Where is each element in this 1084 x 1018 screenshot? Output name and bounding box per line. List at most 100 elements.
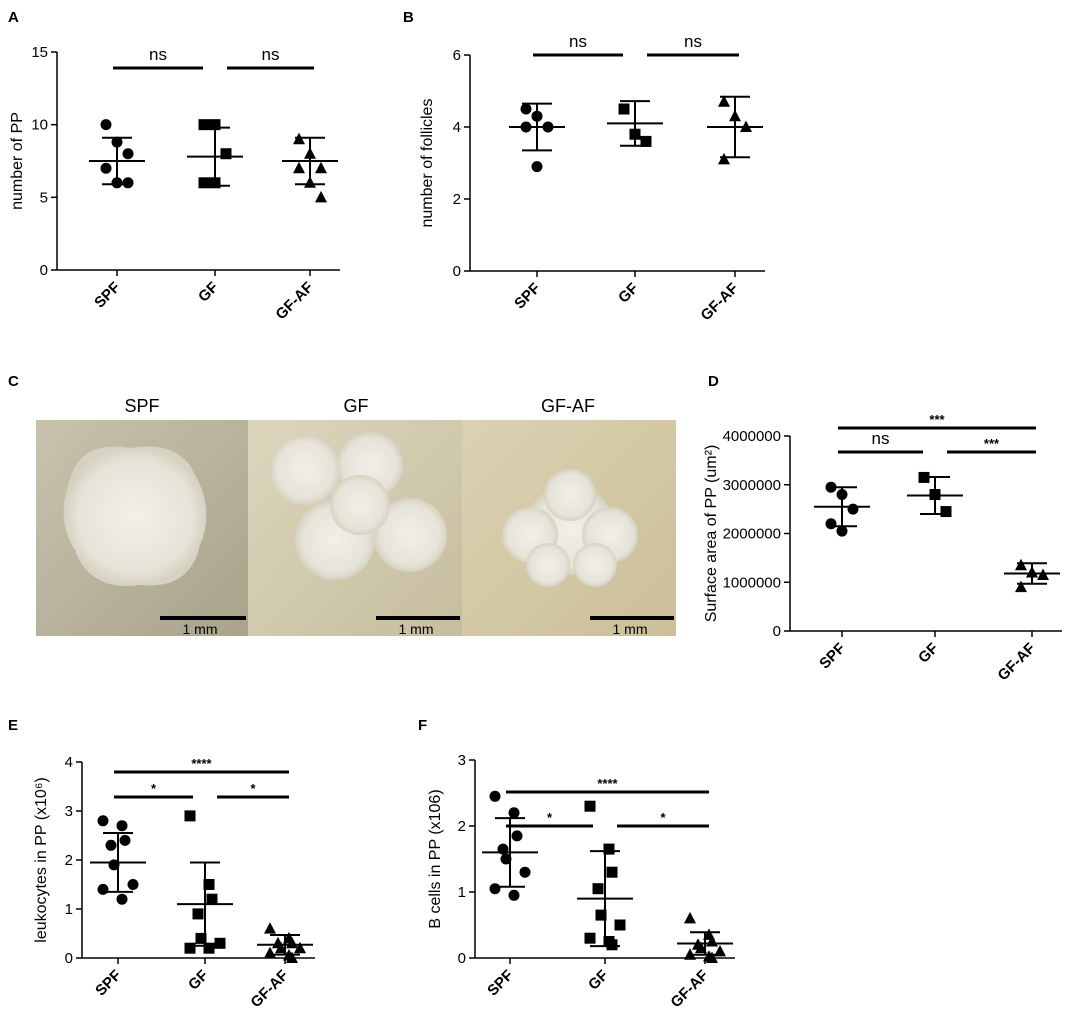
scale-label: 1 mm	[399, 621, 434, 637]
x-tick-label: GF-AF	[247, 967, 291, 1011]
significance-label: ns	[684, 32, 702, 51]
scale-bar	[160, 616, 246, 620]
data-point	[606, 939, 618, 951]
data-point	[203, 879, 215, 890]
y-tick-label: 4	[65, 754, 73, 771]
significance-label: ****	[597, 776, 618, 791]
y-tick-label: 6	[453, 47, 461, 64]
data-point	[264, 946, 276, 959]
chart: E 0 1 2 3 4 leukocytes in PP (x10⁶) SPF GF GF-AF *…	[8, 717, 315, 1011]
y-tick-label: 0	[65, 950, 73, 967]
significance-label: *	[660, 810, 666, 825]
significance-label: ns	[262, 45, 280, 64]
y-tick-label: 0	[458, 950, 466, 967]
data-point	[584, 800, 596, 812]
scale-label: 1 mm	[613, 621, 648, 637]
panel-letter: D	[708, 373, 719, 390]
y-tick-label: 1	[458, 884, 466, 901]
data-point	[640, 135, 652, 147]
data-point	[220, 148, 232, 160]
chart: B 0 2 4 6 number of follicles SPF GF GF-AF ns ns	[403, 9, 765, 324]
data-point	[592, 883, 604, 895]
data-point	[847, 503, 859, 515]
data-point	[97, 883, 109, 895]
chart: A 0 5 10 15 number of PP SPF GF GF-AF ns ns	[8, 9, 340, 323]
data-point	[1015, 580, 1027, 593]
y-tick-label: 2000000	[723, 526, 781, 543]
photo-label: GF	[344, 396, 369, 416]
scale-bar	[590, 616, 674, 620]
data-point	[184, 810, 196, 822]
panel-letter: A	[8, 9, 19, 26]
significance-label: ns	[149, 45, 167, 64]
x-tick-label: GF-AF	[667, 967, 711, 1011]
significance-label: ****	[191, 756, 212, 771]
significance-label: *	[250, 781, 256, 796]
x-tick-label: GF	[615, 280, 642, 307]
data-point	[184, 942, 196, 954]
y-tick-label: 3	[65, 803, 73, 820]
patch	[502, 469, 638, 587]
data-point	[714, 944, 726, 957]
data-point	[489, 790, 501, 802]
data-point	[214, 937, 226, 949]
significance-label: ***	[984, 436, 1000, 451]
data-point	[264, 922, 276, 934]
y-tick-label: 2	[458, 818, 466, 835]
y-axis-label: B cells in PP (x106)	[427, 789, 444, 928]
data-point	[100, 162, 112, 174]
x-tick-label: GF-AF	[697, 280, 741, 324]
data-point	[315, 161, 327, 174]
data-point	[718, 152, 730, 165]
y-tick-label: 1000000	[723, 574, 781, 591]
data-point	[286, 951, 298, 963]
y-tick-label: 5	[40, 189, 48, 206]
y-tick-label: 0	[773, 623, 781, 640]
data-point	[595, 909, 607, 921]
significance-label: ns	[872, 429, 890, 448]
data-point	[203, 942, 215, 954]
data-point	[603, 843, 615, 855]
photo-panel: C 1 mm 1 mm 1 mm SPF GF GF-AF	[8, 373, 676, 637]
data-point	[825, 518, 837, 530]
x-tick-label: SPF	[816, 640, 849, 673]
data-point	[489, 883, 501, 895]
data-point	[508, 807, 520, 819]
data-point	[116, 820, 128, 832]
y-axis-label: number of PP	[9, 112, 26, 210]
significance-label: *	[547, 810, 553, 825]
data-point	[209, 119, 221, 131]
data-point	[508, 889, 520, 901]
y-tick-label: 4000000	[723, 428, 781, 445]
y-tick-label: 3	[458, 752, 466, 769]
x-tick-label: GF-AF	[994, 640, 1038, 684]
x-tick-label: GF	[195, 279, 222, 306]
data-point	[116, 893, 128, 905]
data-point	[122, 148, 134, 160]
x-tick-label: SPF	[511, 280, 544, 313]
data-point	[192, 908, 204, 920]
significance-label: ***	[929, 412, 945, 427]
x-tick-label: GF	[585, 967, 612, 994]
x-tick-label: SPF	[484, 967, 517, 1000]
y-tick-label: 0	[40, 262, 48, 279]
panel-letter: E	[8, 717, 18, 734]
scale-bar	[376, 616, 460, 620]
data-point	[500, 853, 512, 865]
y-tick-label: 2	[65, 852, 73, 869]
y-tick-label: 15	[31, 44, 48, 61]
data-point	[606, 866, 618, 878]
y-tick-label: 10	[31, 117, 48, 134]
data-point	[195, 932, 207, 944]
data-point	[520, 103, 532, 115]
significance-label: *	[151, 781, 157, 796]
data-point	[294, 941, 306, 954]
data-point	[706, 951, 718, 963]
data-point	[127, 879, 139, 890]
photo-label: GF-AF	[541, 396, 595, 416]
data-point	[206, 893, 218, 905]
patch	[270, 432, 447, 580]
data-point	[97, 815, 109, 827]
